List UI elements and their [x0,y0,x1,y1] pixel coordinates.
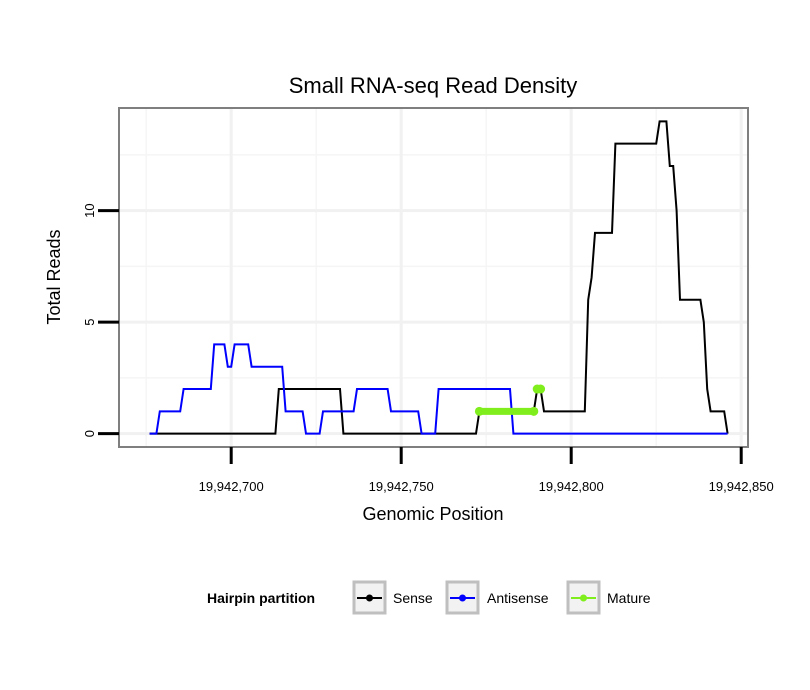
legend: Hairpin partition Sense Antisense Mature [207,580,651,615]
legend-label-sense: Sense [393,590,433,606]
series-point-mature [529,406,539,416]
x-tick-label: 19,942,800 [539,479,604,494]
series-point-mature [474,406,484,416]
legend-dot-sense [366,594,373,602]
series-point-mature [536,384,546,394]
x-axis-title: Genomic Position [362,504,503,524]
x-axis: 19,942,700 19,942,750 19,942,800 19,942,850 [199,447,774,494]
legend-label-mature: Mature [607,590,651,606]
legend-label-antisense: Antisense [487,590,549,606]
chart-title: Small RNA-seq Read Density [289,73,578,98]
legend-dot-mature [580,594,587,602]
series-line-sense [149,120,729,435]
x-tick-label: 19,942,750 [369,479,434,494]
legend-entry-sense: Sense [352,580,433,615]
y-tick-label: 0 [82,430,97,437]
plot-border [118,107,749,448]
y-axis-title: Total Reads [44,229,64,324]
series-line-antisense [149,343,728,435]
legend-entry-antisense: Antisense [445,580,549,615]
y-tick-label: 5 [82,318,97,325]
series-lines [149,120,729,435]
plot-panel [119,108,748,447]
legend-title: Hairpin partition [207,590,315,606]
x-tick-label: 19,942,850 [709,479,774,494]
x-tick-label: 19,942,700 [199,479,264,494]
y-axis: 0 5 10 [82,203,119,437]
y-tick-label: 10 [82,203,97,217]
legend-entry-mature: Mature [566,580,651,615]
legend-dot-antisense [459,594,466,602]
